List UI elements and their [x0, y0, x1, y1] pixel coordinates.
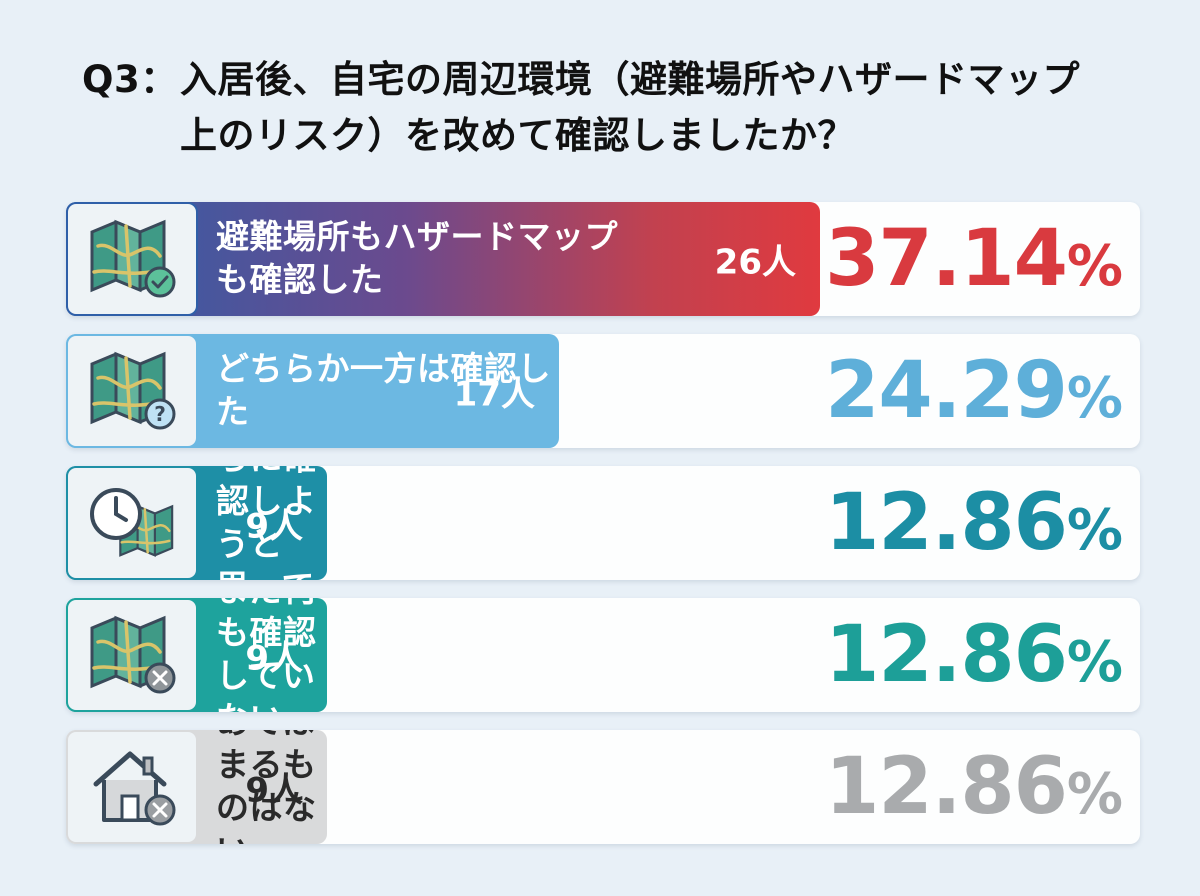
percent-sign: % — [1066, 762, 1123, 827]
percent-label: 37.14% — [825, 214, 1123, 304]
percent-label: 12.86% — [825, 610, 1123, 700]
bar-label-line: 思っている — [216, 566, 327, 580]
bar-label-line: どちらか一方は確認した — [216, 349, 551, 431]
count-label: 9人 — [245, 506, 303, 547]
bar-label-line: も確認した — [216, 260, 384, 299]
bar-label: まだ何も確認していない — [216, 598, 327, 712]
count-label: 9人 — [245, 770, 303, 811]
chart-row: あてはまるものはない9人 12.86% — [66, 730, 1140, 844]
chart-row: ? どちらか一方は確認した 17人 24.29% — [66, 334, 1140, 448]
title-line-2: 上のリスク）を改めて確認しましたか？ — [180, 113, 855, 157]
map-question-icon: ? — [66, 334, 198, 448]
clock-map-icon — [66, 466, 198, 580]
map-question-icon-graphic: ? — [90, 351, 176, 430]
count-label: 9人 — [245, 638, 303, 679]
bar-label: あてはまるものはない — [216, 730, 327, 844]
bar: ? どちらか一方は確認した 17人 — [66, 334, 559, 448]
percent-label: 12.86% — [825, 742, 1123, 832]
percent-value: 37.14 — [825, 214, 1068, 304]
bar: 避難場所もハザードマップ も確認した 26人 — [66, 202, 820, 316]
bar-label-line: あてはまるものはない — [216, 730, 317, 844]
percent-value: 24.29 — [825, 346, 1068, 436]
count-label: 26人 — [714, 242, 796, 283]
percent-sign: % — [1066, 630, 1123, 695]
percent-label: 12.86% — [825, 478, 1123, 568]
svg-text:?: ? — [154, 402, 166, 426]
count-label: 17人 — [453, 374, 535, 415]
bar-label-line: 避難場所もハザードマップ — [216, 217, 618, 257]
bar: 近いうちに確認しようと思っている9人 — [66, 466, 327, 580]
bar-label-line: 近いうちに確認しようと — [216, 466, 317, 563]
bar-label: 近いうちに確認しようと思っている — [216, 466, 327, 580]
bar-label: 避難場所もハザードマップ も確認した — [216, 216, 618, 302]
percent-sign: % — [1066, 234, 1123, 299]
map-check-icon — [66, 202, 198, 316]
percent-sign: % — [1066, 498, 1123, 563]
question-label: Q3： — [82, 58, 178, 101]
chart-title: Q3：入居後、自宅の周辺環境（避難場所やハザードマップ 上のリスク）を改めて確認し… — [82, 52, 1162, 163]
chart-row: 避難場所もハザードマップ も確認した 26人 37.14% — [66, 202, 1140, 316]
clock-map-icon-graphic — [90, 488, 174, 557]
percent-value: 12.86 — [825, 742, 1068, 832]
percent-value: 12.86 — [825, 478, 1068, 568]
title-line-1: 入居後、自宅の周辺環境（避難場所やハザードマップ — [180, 58, 1080, 101]
bar-label: どちらか一方は確認した — [216, 348, 559, 434]
map-x-icon — [66, 598, 198, 712]
map-x-icon-graphic — [90, 615, 176, 694]
percent-value: 12.86 — [825, 610, 1068, 700]
bar: あてはまるものはない9人 — [66, 730, 327, 844]
percent-label: 24.29% — [825, 346, 1123, 436]
chart-row: まだ何も確認していない9人 12.86% — [66, 598, 1140, 712]
percent-sign: % — [1066, 366, 1123, 431]
house-x-icon — [66, 730, 198, 844]
map-check-icon-graphic — [90, 219, 176, 298]
bar-label-line: まだ何も確認していない — [216, 598, 317, 712]
house-x-icon-graphic — [93, 751, 176, 826]
chart-row: 近いうちに確認しようと思っている9人12.86% — [66, 466, 1140, 580]
bar: まだ何も確認していない9人 — [66, 598, 327, 712]
